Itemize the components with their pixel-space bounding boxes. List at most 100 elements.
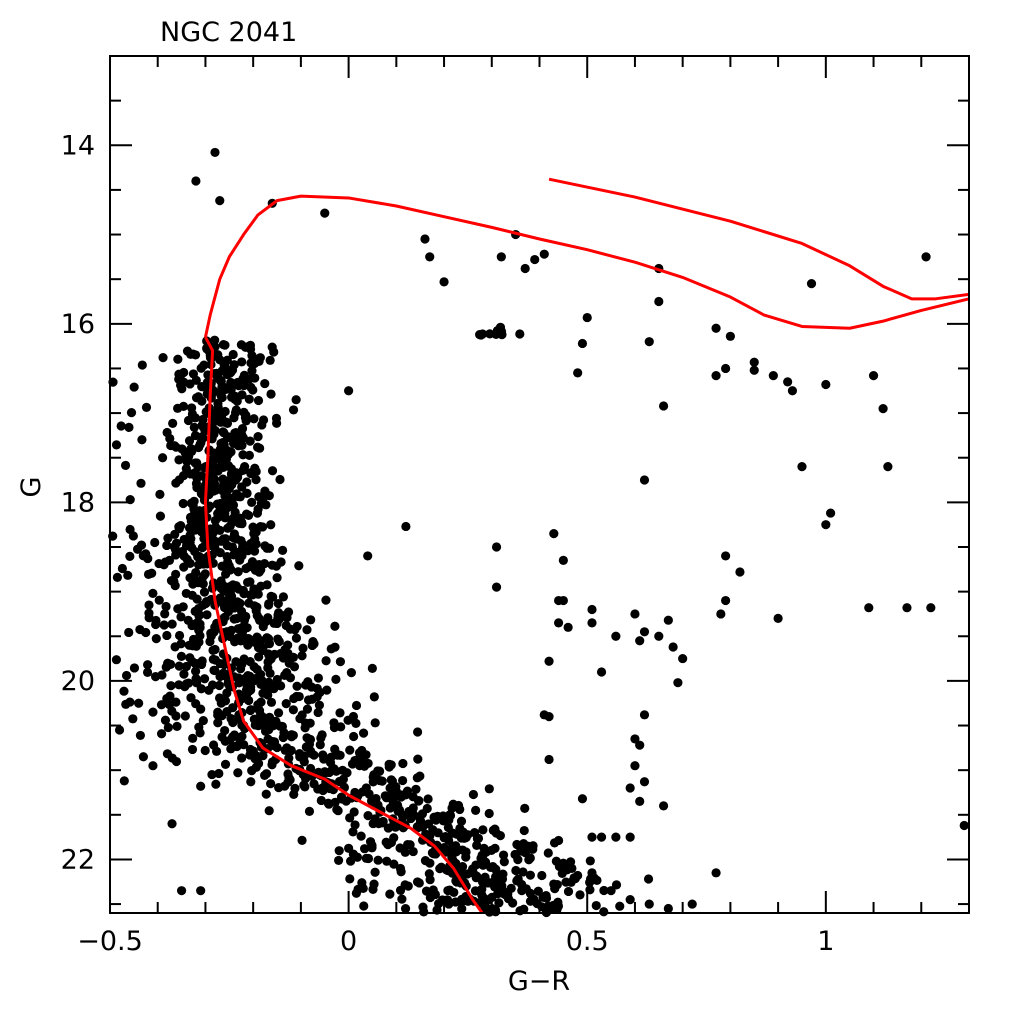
star-point xyxy=(490,824,500,834)
star-point xyxy=(252,632,262,642)
star-point xyxy=(561,877,571,887)
star-point xyxy=(428,885,438,895)
star-point xyxy=(389,859,399,869)
star-point xyxy=(190,666,201,676)
star-point xyxy=(291,633,302,643)
star-point xyxy=(226,625,237,635)
star-point xyxy=(308,637,318,647)
star-point xyxy=(444,899,454,909)
star-point xyxy=(179,377,189,387)
star-point xyxy=(265,355,275,365)
star-point xyxy=(385,889,395,899)
star-point xyxy=(297,651,307,661)
star-point xyxy=(821,520,831,530)
star-point xyxy=(749,357,759,367)
star-point xyxy=(233,673,243,683)
star-point xyxy=(160,715,171,725)
star-point xyxy=(286,745,296,756)
star-point xyxy=(256,669,266,680)
star-point xyxy=(200,569,210,579)
star-point xyxy=(167,819,177,829)
star-point xyxy=(528,844,538,854)
star-point xyxy=(209,535,219,545)
star-point xyxy=(783,377,793,387)
star-point xyxy=(269,618,279,628)
star-point xyxy=(178,602,188,612)
star-point xyxy=(126,408,137,418)
star-point xyxy=(625,895,635,905)
x-tick-label: 0 xyxy=(340,926,357,957)
star-point xyxy=(358,728,369,738)
y-tick-label: 22 xyxy=(61,844,95,875)
star-point xyxy=(471,805,481,815)
star-point xyxy=(112,572,123,582)
star-point xyxy=(237,440,247,450)
star-point xyxy=(292,681,302,691)
star-point xyxy=(587,618,597,628)
star-point xyxy=(273,708,284,718)
star-point xyxy=(334,846,344,856)
star-point xyxy=(238,585,248,596)
star-point xyxy=(361,853,371,863)
star-point xyxy=(136,478,146,488)
star-point xyxy=(499,857,509,867)
star-point xyxy=(187,403,197,413)
star-point xyxy=(198,715,208,726)
star-point xyxy=(123,570,133,580)
star-point xyxy=(199,360,209,370)
star-point xyxy=(163,533,173,543)
star-point xyxy=(349,731,359,742)
star-point xyxy=(348,711,359,722)
star-point xyxy=(150,537,160,548)
y-axis-title: G xyxy=(16,477,47,498)
star-point xyxy=(284,773,294,783)
star-point xyxy=(494,888,504,898)
star-point xyxy=(289,789,299,800)
star-point xyxy=(135,624,145,635)
star-point xyxy=(448,841,458,851)
star-point xyxy=(389,833,399,843)
star-point xyxy=(382,856,392,866)
star-point xyxy=(222,688,232,698)
star-point xyxy=(639,777,650,787)
star-point xyxy=(299,780,309,790)
star-point xyxy=(453,800,464,811)
star-point xyxy=(227,517,237,527)
star-point xyxy=(275,721,285,731)
star-point xyxy=(176,370,186,380)
star-point xyxy=(297,835,307,845)
x-axis-title: G−R xyxy=(508,966,570,997)
star-point xyxy=(190,413,200,423)
star-point xyxy=(678,653,688,664)
star-point xyxy=(241,410,251,420)
star-point xyxy=(223,502,233,513)
star-point xyxy=(587,604,597,615)
star-point xyxy=(478,825,488,835)
star-point xyxy=(220,696,231,706)
star-point xyxy=(237,753,247,763)
star-point xyxy=(398,810,408,821)
star-point xyxy=(377,776,387,786)
star-point xyxy=(278,732,288,743)
star-point xyxy=(176,651,187,661)
star-point xyxy=(575,890,585,900)
star-point xyxy=(189,510,199,520)
star-point xyxy=(439,277,449,287)
star-point xyxy=(291,395,301,405)
star-point xyxy=(420,234,430,244)
star-point xyxy=(309,779,319,789)
star-point xyxy=(162,427,172,438)
star-point xyxy=(227,598,237,608)
star-point xyxy=(491,542,502,552)
star-point xyxy=(306,615,316,625)
star-point xyxy=(207,769,217,780)
star-point xyxy=(252,610,262,621)
star-point xyxy=(143,660,153,670)
star-point xyxy=(220,603,230,613)
star-point xyxy=(663,615,673,625)
star-point xyxy=(182,346,193,356)
star-point xyxy=(398,775,408,786)
star-point xyxy=(278,648,289,658)
star-point xyxy=(302,704,313,714)
star-point xyxy=(177,444,187,454)
